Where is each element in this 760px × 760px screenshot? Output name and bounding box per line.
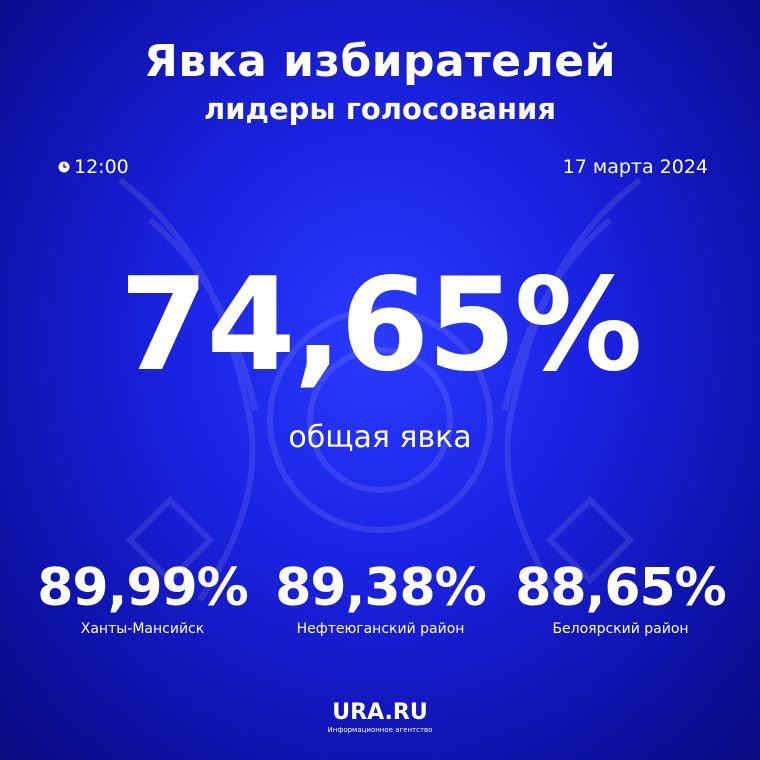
leader-item: 89,99% Ханты-Мансийск [16, 558, 269, 638]
ura-logo: URA.RU Информационное агентство [0, 700, 760, 735]
leader-value: 88,65% [515, 558, 727, 618]
time-stamp: 12:00 [58, 156, 129, 178]
page-title: Явка избирателей [144, 36, 616, 87]
logo-name: URA.RU [332, 700, 428, 725]
overall-turnout-value: 74,65% [119, 251, 642, 400]
leader-item: 88,65% Белоярский район [494, 558, 747, 638]
leader-item: 89,38% Нефтеюганский район [254, 558, 507, 638]
leader-value: 89,99% [37, 558, 249, 618]
time-text: 12:00 [74, 156, 129, 178]
overall-turnout-label: общая явка [288, 420, 472, 455]
leader-label: Нефтеюганский район [296, 621, 465, 638]
leader-value: 89,38% [275, 558, 487, 618]
date-text: 17 марта 2024 [562, 156, 708, 178]
clock-icon [58, 161, 70, 173]
logo-tagline: Информационное агентство [327, 726, 433, 734]
page-subtitle: лидеры голосования [204, 92, 556, 126]
leader-label: Ханты-Мансийск [80, 621, 205, 638]
leader-label: Белоярский район [552, 621, 689, 638]
